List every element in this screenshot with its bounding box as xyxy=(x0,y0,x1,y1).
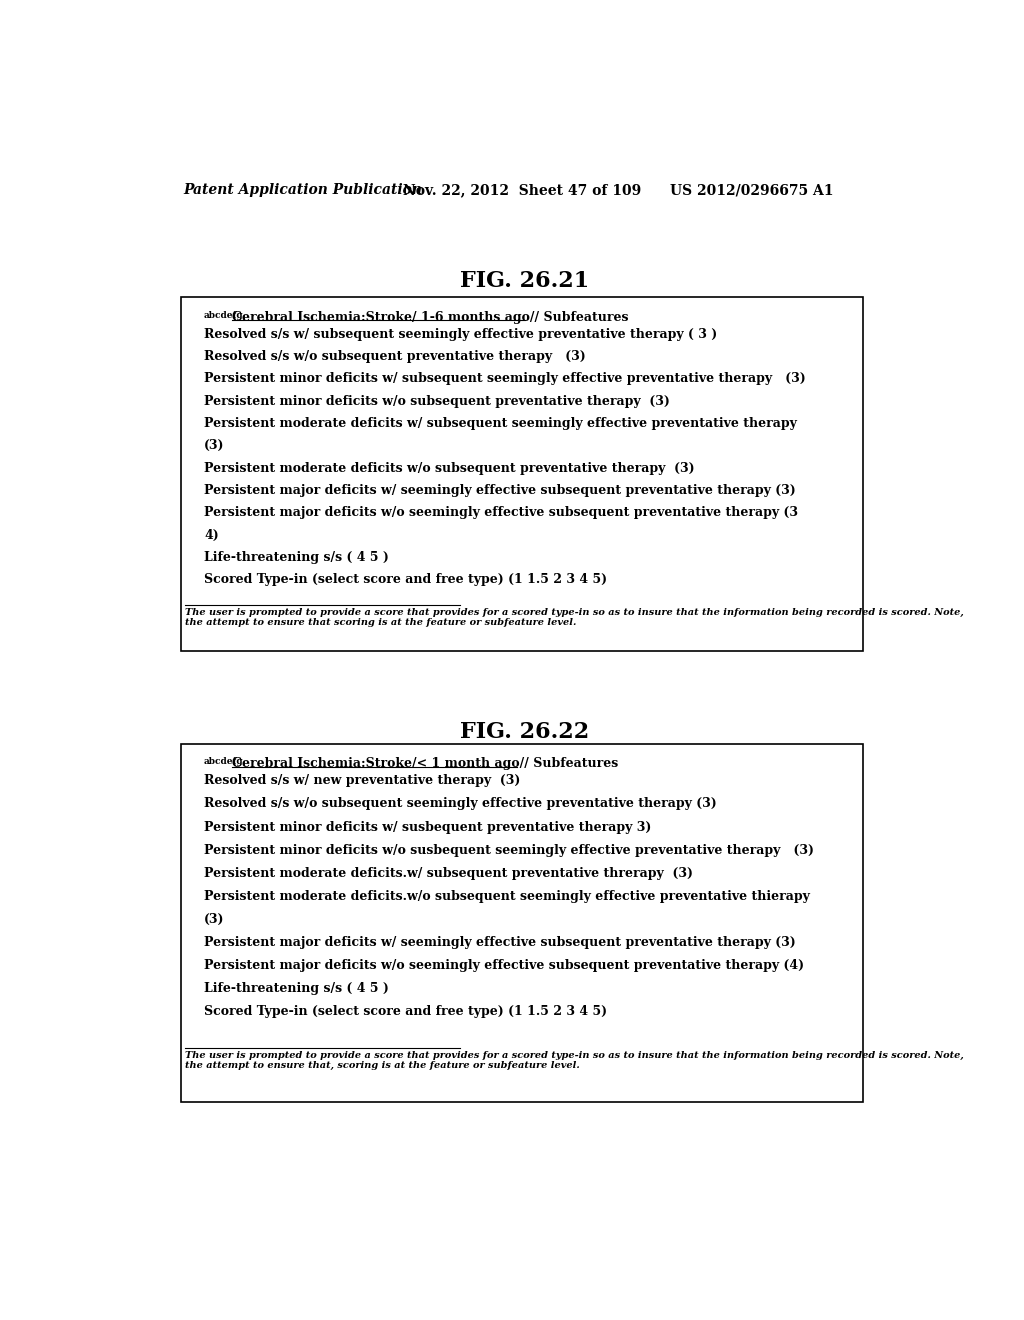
Text: Persistent minor deficits w/o subsequent preventative therapy  (3): Persistent minor deficits w/o subsequent… xyxy=(204,395,670,408)
Text: Cerebral Ischemia:Stroke/< 1 month ago// Subfeatures: Cerebral Ischemia:Stroke/< 1 month ago//… xyxy=(231,758,618,771)
Text: Resolved s/s w/ new preventative therapy  (3): Resolved s/s w/ new preventative therapy… xyxy=(204,775,520,788)
Text: Persistent minor deficits w/o susbequent seemingly effective preventative therap: Persistent minor deficits w/o susbequent… xyxy=(204,843,814,857)
Text: Persistent minor deficits w/ subsequent seemingly effective preventative therapy: Persistent minor deficits w/ subsequent … xyxy=(204,372,806,385)
Text: Nov. 22, 2012  Sheet 47 of 109: Nov. 22, 2012 Sheet 47 of 109 xyxy=(403,183,641,197)
Text: abcdefg: abcdefg xyxy=(204,758,244,767)
Text: Patent Application Publication: Patent Application Publication xyxy=(183,183,423,197)
Text: Scored Type-in (select score and free type) (1 1.5 2 3 4 5): Scored Type-in (select score and free ty… xyxy=(204,573,607,586)
Text: US 2012/0296675 A1: US 2012/0296675 A1 xyxy=(671,183,834,197)
Text: 4): 4) xyxy=(204,529,219,541)
Text: Scored Type-in (select score and free type) (1 1.5 2 3 4 5): Scored Type-in (select score and free ty… xyxy=(204,1006,607,1019)
Text: abcdefg: abcdefg xyxy=(204,312,244,319)
Text: FIG. 26.22: FIG. 26.22 xyxy=(460,721,590,742)
Text: Resolved s/s w/o subsequent seemingly effective preventative therapy (3): Resolved s/s w/o subsequent seemingly ef… xyxy=(204,797,717,810)
Text: The user is prompted to provide a score that provides for a scored type-in so as: The user is prompted to provide a score … xyxy=(185,609,965,627)
Text: Life-threatening s/s ( 4 5 ): Life-threatening s/s ( 4 5 ) xyxy=(204,552,389,564)
Text: (3): (3) xyxy=(204,913,224,927)
Text: Persistent moderate deficits w/o subsequent preventative therapy  (3): Persistent moderate deficits w/o subsequ… xyxy=(204,462,694,475)
Text: Persistent major deficits w/o seemingly effective subsequent preventative therap: Persistent major deficits w/o seemingly … xyxy=(204,507,798,520)
FancyBboxPatch shape xyxy=(180,297,862,651)
Text: Resolved s/s w/ subsequent seemingly effective preventative therapy ( 3 ): Resolved s/s w/ subsequent seemingly eff… xyxy=(204,327,717,341)
Text: Persistent major deficits w/ seemingly effective subsequent preventative therapy: Persistent major deficits w/ seemingly e… xyxy=(204,936,796,949)
Text: Persistent major deficits w/ seemingly effective subsequent preventative therapy: Persistent major deficits w/ seemingly e… xyxy=(204,484,796,498)
FancyBboxPatch shape xyxy=(180,743,862,1102)
Text: Persistent moderate deficits w/ subsequent seemingly effective preventative ther: Persistent moderate deficits w/ subseque… xyxy=(204,417,797,430)
Text: FIG. 26.21: FIG. 26.21 xyxy=(460,271,590,292)
Text: Resolved s/s w/o subsequent preventative therapy   (3): Resolved s/s w/o subsequent preventative… xyxy=(204,350,586,363)
Text: Persistent minor deficits w/ susbequent preventative therapy 3): Persistent minor deficits w/ susbequent … xyxy=(204,821,651,834)
Text: Persistent moderate deficits.w/o subsequent seemingly effective preventative thi: Persistent moderate deficits.w/o subsequ… xyxy=(204,890,810,903)
Text: Cerebral Ischemia:Stroke/ 1-6 months ago// Subfeatures: Cerebral Ischemia:Stroke/ 1-6 months ago… xyxy=(231,312,629,323)
Text: (3): (3) xyxy=(204,440,224,453)
Text: Life-threatening s/s ( 4 5 ): Life-threatening s/s ( 4 5 ) xyxy=(204,982,389,995)
Text: Persistent moderate deficits.w/ subsequent preventative threrapy  (3): Persistent moderate deficits.w/ subseque… xyxy=(204,867,693,880)
Text: Persistent major deficits w/o seemingly effective subsequent preventative therap: Persistent major deficits w/o seemingly … xyxy=(204,960,804,973)
Text: The user is prompted to provide a score that provides for a scored type-in so as: The user is prompted to provide a score … xyxy=(185,1051,965,1071)
